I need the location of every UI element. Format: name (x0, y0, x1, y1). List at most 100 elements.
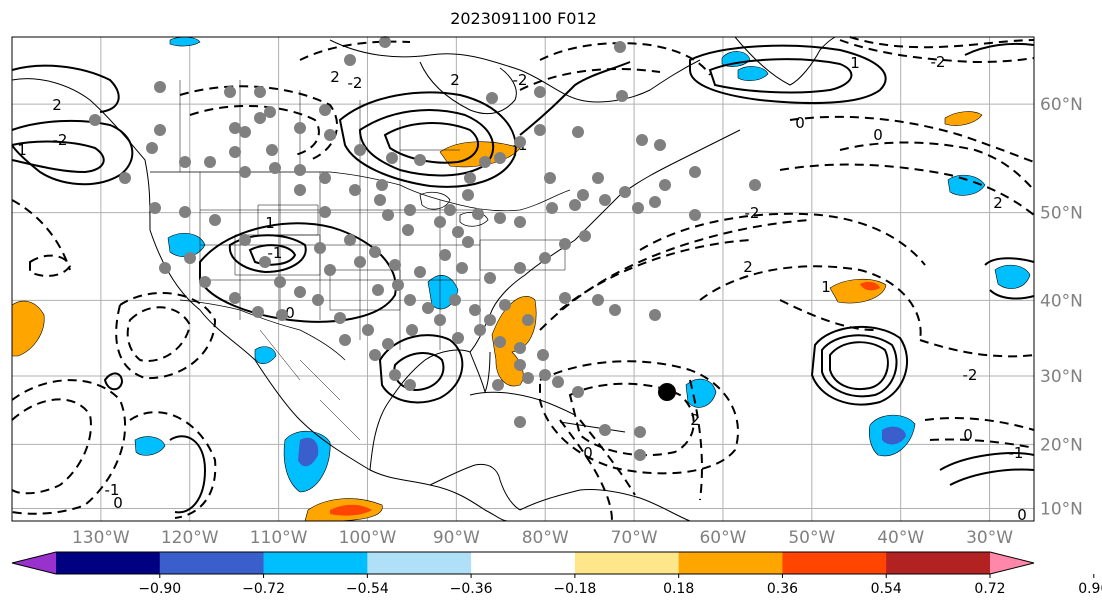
observation-point (539, 252, 551, 264)
observation-point (179, 156, 191, 168)
contour-label: 2 (450, 71, 460, 89)
contour-label: -2 (348, 74, 363, 92)
colorbar-segment (367, 552, 472, 574)
observation-point (319, 104, 331, 116)
blue-shade-atlantic (685, 378, 717, 408)
storm-center-marker (658, 383, 676, 401)
contours-solid (11, 42, 1035, 514)
contour-label: -2 (53, 131, 68, 149)
contour-dashed-7 (639, 212, 926, 266)
contour-label: -2 (931, 53, 946, 71)
colorbar-segment (263, 552, 368, 574)
contour-solid-22 (964, 42, 1035, 56)
observation-point (389, 259, 401, 271)
contour-solid-2 (11, 140, 105, 174)
shaded-anomalies (11, 36, 1031, 522)
observation-point (559, 292, 571, 304)
contour-label: 0 (873, 126, 883, 144)
contour-solid-3 (11, 64, 120, 113)
contour-dashed-17 (849, 36, 1035, 49)
observation-point (354, 144, 366, 156)
observation-point (374, 194, 386, 206)
lon-tick-label: 40°W (877, 528, 924, 548)
observation-point (592, 172, 604, 184)
colorbar-outline (11, 551, 1035, 575)
contour-label: 2 (52, 96, 62, 114)
colorbar-tick-label: −0.18 (553, 581, 596, 597)
observation-point (492, 379, 504, 391)
contour-label: -1 (105, 481, 120, 499)
observation-point (294, 164, 306, 176)
contour-label: -2 (745, 204, 760, 222)
contour-solid-18 (939, 452, 1035, 486)
colorbar-tick-label: −0.36 (450, 581, 493, 597)
observation-point (276, 309, 288, 321)
colorbar-tick-label: 0.90 (1078, 581, 1102, 597)
observation-point (494, 152, 506, 164)
observation-point (619, 186, 631, 198)
colorbar-tick-label: 0.36 (767, 581, 798, 597)
contour-solid-12 (689, 44, 887, 104)
observation-point (609, 304, 621, 316)
contour-solid-17 (169, 435, 207, 514)
blue-shade-far-east (994, 264, 1031, 289)
observation-point (577, 189, 589, 201)
observation-point (252, 306, 264, 318)
lon-tick-label: 80°W (522, 528, 569, 548)
contour-dashed-25 (519, 68, 661, 91)
border-us-mexico (179, 299, 346, 361)
observation-point (402, 224, 414, 236)
contour-label: 1 (850, 54, 860, 72)
contour-label: 0 (285, 304, 295, 322)
blue-shade-west-2 (134, 436, 166, 456)
observation-point (229, 122, 241, 134)
observation-point (537, 349, 549, 361)
observation-point (534, 86, 546, 98)
colorbar-extend-high (990, 552, 1034, 574)
coastline-florida (469, 351, 491, 394)
observation-point (514, 216, 526, 228)
coastline-central-america (429, 463, 521, 511)
contour-dashed-5 (568, 382, 695, 457)
observation-point (559, 238, 571, 250)
observation-point (294, 122, 306, 134)
contour-dashed-26 (299, 40, 411, 61)
contour-label: -2 (963, 366, 978, 384)
colorbar-segment (782, 552, 887, 574)
contour-dashed-21 (29, 254, 72, 277)
contour-solid-13 (708, 58, 853, 94)
observation-point (204, 156, 216, 168)
orange-shade-northeast (944, 111, 983, 126)
observation-point (452, 226, 464, 238)
observation-point (514, 359, 526, 371)
border-us-canada (150, 171, 571, 212)
contour-label: 0 (583, 444, 593, 462)
red-shade-southwest (330, 504, 372, 516)
observation-point (392, 279, 404, 291)
observation-point (636, 134, 648, 146)
contour-dashed-10 (919, 339, 1035, 358)
observation-point (209, 214, 221, 226)
contour-dashed-9 (539, 219, 811, 331)
contour-label: 0 (1017, 506, 1027, 524)
contour-solid-16 (829, 341, 889, 390)
observation-point (334, 312, 346, 324)
observation-point (452, 332, 464, 344)
contour-label: 1 (17, 141, 27, 159)
figure-title: 2023091100 F012 (450, 9, 597, 28)
observation-point (634, 449, 646, 461)
observation-point (434, 216, 446, 228)
lon-tick-label: 130°W (72, 528, 130, 548)
observation-point (239, 126, 251, 138)
observation-point (569, 199, 581, 211)
lat-tick-label: 60°N (1040, 95, 1083, 115)
observation-point (552, 376, 564, 388)
observation-point (154, 81, 166, 93)
contour-label: 2 (993, 194, 1003, 212)
observation-point (146, 142, 158, 154)
observation-point (479, 156, 491, 168)
latitude-labels: 60°N 50°N 40°N 30°N 20°N 10°N (1040, 95, 1083, 519)
observation-point (264, 106, 276, 118)
observation-point (239, 166, 251, 178)
map-area: 2-21-102-21-102-202-10-210-220-11-202 (11, 36, 1035, 524)
